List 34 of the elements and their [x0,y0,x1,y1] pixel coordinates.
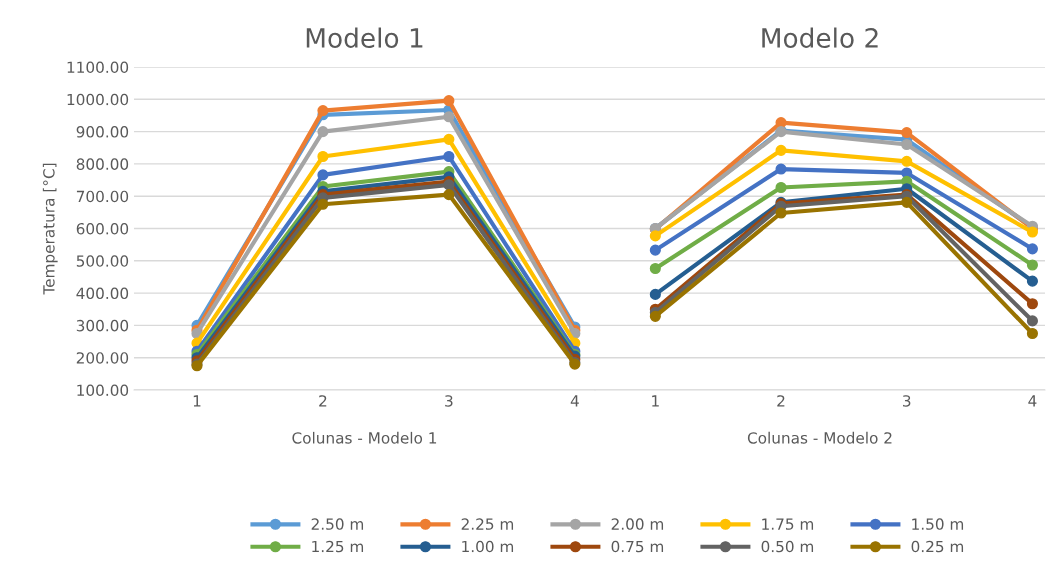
y-tick-label: 1100.00 [67,61,129,74]
y-tick-label: 300.00 [76,319,129,332]
y-tick-label: 100.00 [77,384,129,397]
legend-label: 0.75 m [611,540,664,553]
x-tick-label: 2 [319,395,327,407]
legend-label: 2.00 m [611,518,664,530]
x-tick-label: 1 [193,395,201,407]
legend-label: 2.25 m [461,518,514,530]
legend-label: 0.25 m [911,540,964,553]
x-axis-title: Colunas - Modelo 1 [292,431,437,444]
y-axis-title: Temperatura [°C] [42,163,58,295]
x-tick-label: 3 [445,395,453,407]
y-tick-label: 900.00 [76,126,129,138]
x-tick-label: 2 [777,395,785,407]
y-tick-label: 700.00 [76,190,129,203]
legend-label: 0.50 m [761,540,814,553]
y-tick-label: 400.00 [76,287,129,300]
x-tick-label: 1 [652,395,659,407]
y-tick-label: 500.00 [76,255,129,267]
legend-label: 1.00 m [462,540,514,553]
x-tick-label: 4 [1028,395,1037,407]
y-tick-label: 600.00 [76,222,129,235]
x-tick-label: 3 [903,395,911,407]
chart-title: Modelo 2 [762,27,878,48]
y-tick-label: 1000.00 [67,93,129,106]
legend-label: 1.25 m [312,540,364,553]
legend-label: 1.75 m [762,518,814,530]
x-tick-label: 4 [570,395,579,407]
y-tick-label: 800.00 [76,158,129,170]
chart-title: Modelo 1 [306,27,423,48]
y-tick-label: 200.00 [76,352,129,364]
legend-label: 1.50 m [912,518,964,530]
x-axis-title: Colunas - Modelo 2 [747,431,892,444]
legend-label: 2.50 m [311,518,364,530]
